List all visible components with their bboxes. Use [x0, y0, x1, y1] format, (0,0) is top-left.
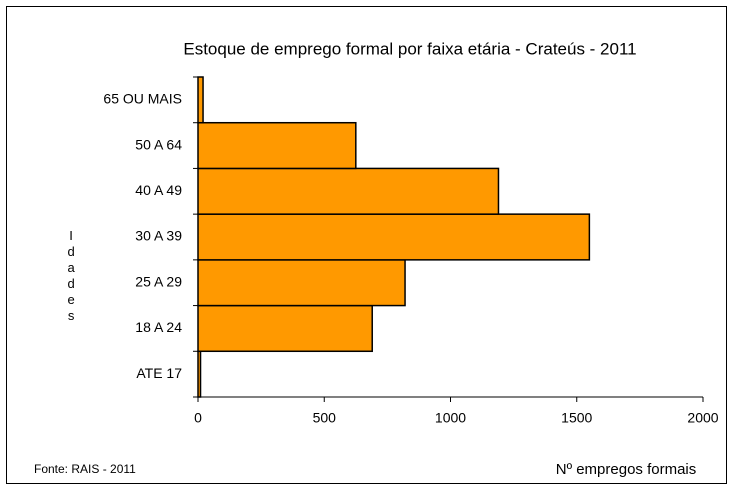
bar [197, 76, 204, 124]
y-tick-label: 50 A 64 [135, 136, 182, 152]
bar [197, 213, 591, 261]
x-tick-label: 2000 [687, 410, 718, 426]
source-note: Fonte: RAIS - 2011 [34, 462, 136, 476]
chart-title: Estoque de emprego formal por faixa etár… [183, 39, 636, 58]
bar [197, 167, 500, 215]
x-tick-label: 1000 [435, 410, 466, 426]
bar [197, 121, 357, 170]
y-tick-label: 18 A 24 [135, 319, 182, 335]
y-tick-label: 40 A 49 [135, 182, 182, 198]
y-tick-label: ATE 17 [136, 365, 182, 381]
x-axis-label: Nº empregos formais [556, 461, 697, 478]
y-tick-label: 30 A 39 [135, 228, 182, 244]
x-tick-label: 0 [194, 410, 202, 426]
y-axis-label: Idades [64, 228, 79, 324]
bar [197, 259, 406, 307]
y-tick-label: 65 OU MAIS [103, 91, 182, 107]
bar [197, 304, 373, 353]
y-tick-label: 25 A 29 [135, 273, 182, 289]
x-tick-label: 500 [313, 410, 337, 426]
x-tick-label: 1500 [561, 410, 592, 426]
